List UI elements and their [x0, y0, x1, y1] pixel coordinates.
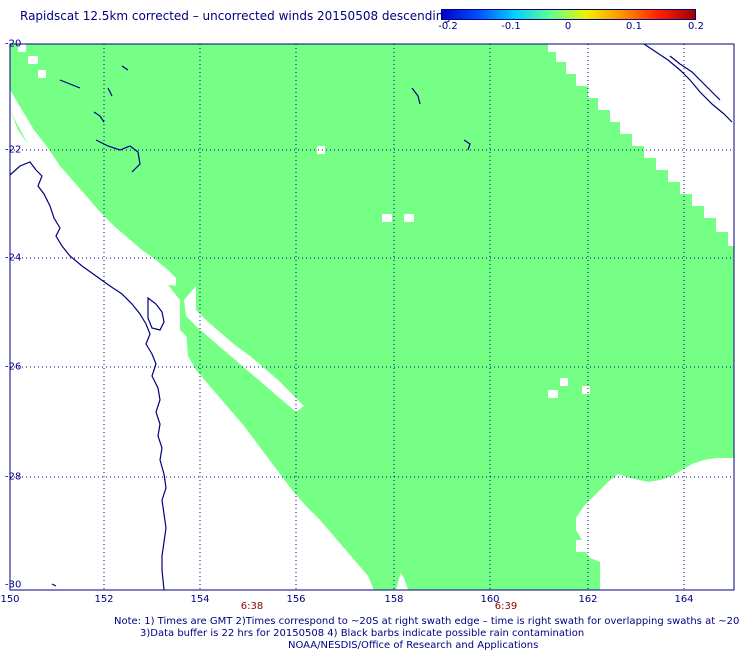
graticule — [10, 44, 734, 590]
time-label: 6:39 — [494, 601, 518, 612]
longitude-label: 150 — [0, 594, 20, 605]
longitude-label: 164 — [674, 594, 694, 605]
colorbar-tick: 0 — [564, 21, 572, 32]
main-swath-area — [10, 44, 734, 590]
swath-left-gap — [10, 90, 176, 286]
data-gaps — [18, 44, 590, 552]
latitude-label: -24 — [5, 252, 22, 264]
longitude-label: 158 — [384, 594, 404, 605]
reef-fragment — [463, 139, 471, 151]
colorbar-tick: 0.1 — [626, 21, 642, 32]
fraser-island-outline — [147, 296, 165, 331]
longitude-label: 152 — [94, 594, 114, 605]
colorbar — [441, 9, 696, 20]
longitude-label: 162 — [578, 594, 598, 605]
footnote-line: NOAA/NESDIS/Office of Research and Appli… — [288, 640, 539, 651]
data-gap — [18, 44, 26, 52]
data-gap — [404, 214, 414, 222]
latitude-label: -22 — [5, 144, 22, 156]
map-frame — [9, 43, 735, 591]
time-label: 6:38 — [240, 601, 264, 612]
latitude-label: -26 — [5, 361, 22, 373]
latitude-label: -28 — [5, 471, 22, 483]
data-gap — [382, 214, 392, 222]
latitude-label: -20 — [5, 38, 22, 50]
new-caledonia-inner — [669, 55, 721, 101]
data-gap — [560, 378, 568, 386]
reef-fragment — [121, 65, 129, 71]
longitude-label: 156 — [286, 594, 306, 605]
coastlines — [9, 43, 733, 591]
data-gap — [317, 146, 325, 154]
colorbar-tick: 0.2 — [688, 21, 704, 32]
australia-coast — [9, 161, 167, 591]
chart-title: Rapidscat 12.5km corrected – uncorrected… — [20, 9, 451, 23]
longitude-label: 154 — [190, 594, 210, 605]
data-gap — [38, 70, 46, 78]
swath-coverage — [10, 44, 734, 590]
data-gap — [582, 386, 590, 394]
reef-fragment — [93, 111, 105, 123]
new-caledonia — [643, 43, 733, 123]
reef-fragment — [411, 87, 421, 105]
reef-fragment — [59, 79, 81, 89]
queensland-bay — [95, 139, 141, 173]
footnote-line: 3)Data buffer is 22 hrs for 20150508 4) … — [140, 628, 585, 639]
data-gap — [28, 56, 38, 64]
reef-fragment — [107, 87, 113, 97]
lord-howe-island — [51, 583, 57, 587]
data-gap — [548, 390, 558, 398]
colorbar-tick: -0.1 — [501, 21, 521, 32]
footnote-line: Note: 1) Times are GMT 2)Times correspon… — [114, 616, 740, 627]
latitude-label: -30 — [5, 579, 22, 591]
data-gap — [576, 540, 588, 552]
inner-swath-strip — [184, 286, 304, 412]
colorbar-tick: -0.2 — [438, 21, 458, 32]
longitude-label: 160 — [480, 594, 500, 605]
outer-swath-strip — [186, 330, 402, 590]
